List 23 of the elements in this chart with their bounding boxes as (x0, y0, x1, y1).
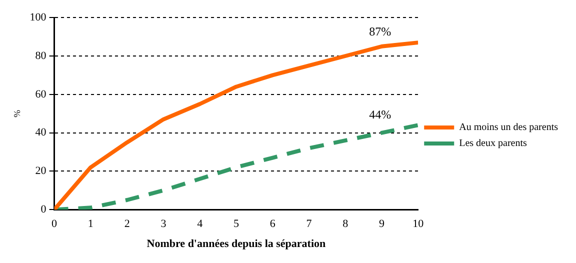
y-tick-label: 0 (40, 203, 47, 216)
x-tick-label: 9 (378, 218, 385, 230)
x-tick-label: 1 (88, 218, 94, 230)
x-tick-label: 6 (270, 218, 276, 230)
y-tick-label: 60 (35, 88, 47, 100)
x-tick-label: 3 (160, 218, 167, 230)
x-tick-label: 10 (412, 218, 424, 230)
x-tick-label: 0 (52, 218, 58, 230)
x-tick-label: 8 (342, 218, 349, 230)
x-tick-label: 4 (197, 218, 204, 230)
y-tick-label: 80 (35, 50, 47, 62)
y-axis-title: % (12, 109, 22, 118)
x-tick-label: 2 (124, 218, 130, 230)
x-tick-label: 5 (233, 218, 240, 230)
y-tick-label: 40 (35, 126, 47, 139)
x-tick-label: 7 (306, 218, 312, 230)
annotation: 87% (369, 24, 392, 39)
legend-label: Au moins un des parents (459, 122, 558, 134)
annotation: 44% (369, 107, 392, 122)
x-axis-title: Nombre d'années depuis la séparation (146, 238, 326, 250)
legend-label: Les deux parents (459, 138, 527, 150)
y-tick-label: 20 (35, 165, 47, 178)
y-tick-label: 100 (30, 11, 47, 24)
